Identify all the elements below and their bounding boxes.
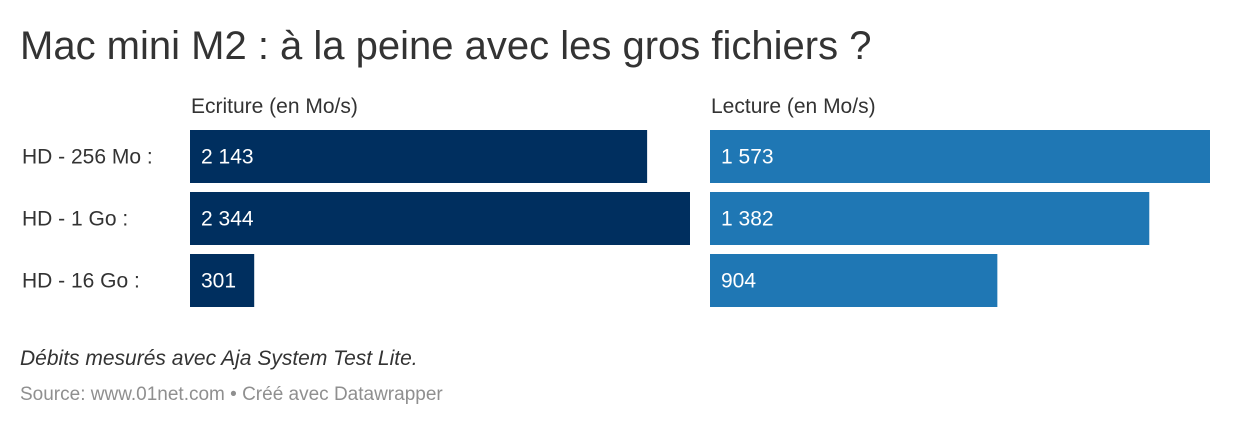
bar-lecture (710, 192, 1150, 245)
chart-source: Source: www.01net.com • Créé avec Datawr… (20, 384, 443, 405)
chart-title: Mac mini M2 : à la peine avec les gros f… (20, 24, 872, 68)
column-header-ecriture: Ecriture (en Mo/s) (191, 95, 358, 118)
value-label-ecriture: 301 (201, 270, 236, 293)
row-label: HD - 1 Go : (22, 208, 128, 231)
value-label-ecriture: 2 143 (201, 146, 254, 169)
bar-ecriture (190, 254, 255, 307)
bar-ecriture (190, 192, 690, 245)
value-label-lecture: 904 (721, 270, 756, 293)
chart-note: Débits mesurés avec Aja System Test Lite… (20, 347, 418, 370)
column-header-lecture: Lecture (en Mo/s) (711, 95, 876, 118)
value-label-lecture: 1 573 (721, 146, 774, 169)
row-label: HD - 16 Go : (22, 270, 140, 293)
bar-lecture (710, 130, 1210, 183)
row-label: HD - 256 Mo : (22, 146, 153, 169)
bar-lecture (710, 254, 998, 307)
value-label-ecriture: 2 344 (201, 208, 254, 231)
bar-chart: HD - 256 Mo : HD - 1 Go : HD - 16 Go : Ecri… (22, 95, 1210, 307)
bar-ecriture (190, 130, 648, 183)
value-label-lecture: 1 382 (721, 208, 774, 231)
